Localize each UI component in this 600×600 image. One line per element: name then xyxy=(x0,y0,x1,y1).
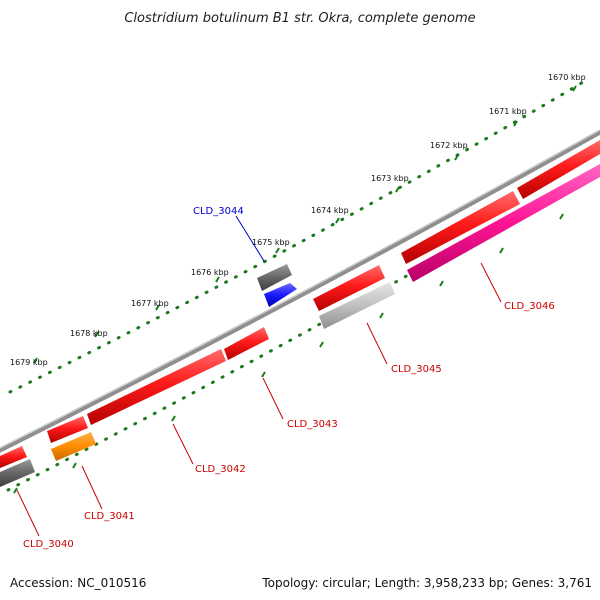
kbp-label-1679: 1679 kbp xyxy=(10,358,48,367)
inner-major-tick-e xyxy=(319,341,324,348)
leader-CLD_3041 xyxy=(81,465,103,510)
gene-CLD_3040-outer[interactable] xyxy=(0,446,27,468)
gene-CLD_3045-outer[interactable] xyxy=(313,265,385,311)
major-tick-1671 xyxy=(513,120,518,127)
gene-CLD_3043-outer[interactable] xyxy=(224,327,269,360)
gene-CLD_3045[interactable] xyxy=(319,282,395,329)
kbp-label-1676: 1676 kbp xyxy=(191,268,229,277)
gene-CLD_3044[interactable] xyxy=(264,283,297,307)
kbp-label-1675: 1675 kbp xyxy=(252,238,290,247)
leader-CLD_3045 xyxy=(366,322,388,365)
gene-CLD_3040[interactable] xyxy=(0,459,35,487)
major-tick-1673 xyxy=(395,186,400,193)
major-tick-1679 xyxy=(33,357,38,364)
gene-CLD_3041-outer[interactable] xyxy=(47,416,88,443)
genome-stats-label: Topology: circular; Length: 3,958,233 bp… xyxy=(261,576,592,590)
major-tick-1678 xyxy=(94,331,99,338)
kbp-labels: 1670 kbp 1671 kbp 1672 kbp 1673 kbp 1674… xyxy=(10,73,586,367)
gene-CLD_3041[interactable] xyxy=(51,432,96,461)
inner-major-tick-h xyxy=(499,247,504,254)
inner-major-ticks xyxy=(13,213,564,494)
gene-CLD_3046[interactable] xyxy=(407,164,600,282)
inner-major-tick-i xyxy=(559,213,564,220)
genome-backbone-highlight xyxy=(0,129,600,449)
major-tick-1677 xyxy=(155,304,160,311)
major-tick-1676 xyxy=(215,276,220,283)
leader-CLD_3044 xyxy=(235,215,265,262)
inner-major-tick-b xyxy=(72,462,77,469)
genome-backbone xyxy=(0,129,600,453)
leader-CLD_3040 xyxy=(16,489,40,537)
outer-tick-dots-0 xyxy=(8,76,592,394)
major-tick-1675 xyxy=(275,247,280,254)
kbp-label-1672: 1672 kbp xyxy=(430,141,468,150)
kbp-label-1673: 1673 kbp xyxy=(371,174,409,183)
gene-CLD_3046-outer-a[interactable] xyxy=(517,140,600,199)
gene-labels: CLD_3046 CLD_3045 CLD_3044 CLD_3043 CLD_… xyxy=(23,206,555,550)
kbp-label-1670: 1670 kbp xyxy=(548,73,586,82)
major-tick-1670 xyxy=(572,85,577,92)
major-tick-1672 xyxy=(454,154,459,161)
gene-label-CLD_3040[interactable]: CLD_3040 xyxy=(23,539,74,550)
gene-label-CLD_3043[interactable]: CLD_3043 xyxy=(287,419,338,430)
page-title: Clostridium botulinum B1 str. Okra, comp… xyxy=(124,11,475,26)
gene-label-CLD_3046[interactable]: CLD_3046 xyxy=(504,301,555,312)
inner-major-tick-g xyxy=(439,280,444,287)
inner-major-tick-f xyxy=(379,312,384,319)
gene-CLD_3046-outer-b[interactable] xyxy=(401,191,520,264)
leader-CLD_3046 xyxy=(480,262,502,303)
outer-genes xyxy=(0,140,600,468)
gene-label-CLD_3045[interactable]: CLD_3045 xyxy=(391,364,442,375)
kbp-label-1674: 1674 kbp xyxy=(311,206,349,215)
outer-major-ticks xyxy=(33,85,577,364)
outer-tick-track xyxy=(8,76,592,394)
leader-CLD_3042 xyxy=(172,423,194,465)
inner-genes xyxy=(0,164,600,487)
accession-label: Accession: NC_010516 xyxy=(10,576,146,590)
kbp-label-1678: 1678 kbp xyxy=(70,329,108,338)
major-tick-1674 xyxy=(335,217,340,224)
gene-label-CLD_3044[interactable]: CLD_3044 xyxy=(193,206,244,217)
gene-leaders xyxy=(16,215,502,537)
gene-CLD_3042-outer[interactable] xyxy=(87,349,226,425)
inner-major-tick-d xyxy=(261,371,266,378)
gene-label-CLD_3042[interactable]: CLD_3042 xyxy=(195,464,246,475)
kbp-label-1677: 1677 kbp xyxy=(131,299,169,308)
leader-CLD_3043 xyxy=(262,377,284,420)
gene-CLD_3044-gray[interactable] xyxy=(257,264,292,291)
gene-label-CLD_3041[interactable]: CLD_3041 xyxy=(84,511,135,522)
inner-major-tick-a xyxy=(13,487,18,494)
inner-major-tick-c xyxy=(171,415,176,422)
kbp-label-1671: 1671 kbp xyxy=(489,107,527,116)
